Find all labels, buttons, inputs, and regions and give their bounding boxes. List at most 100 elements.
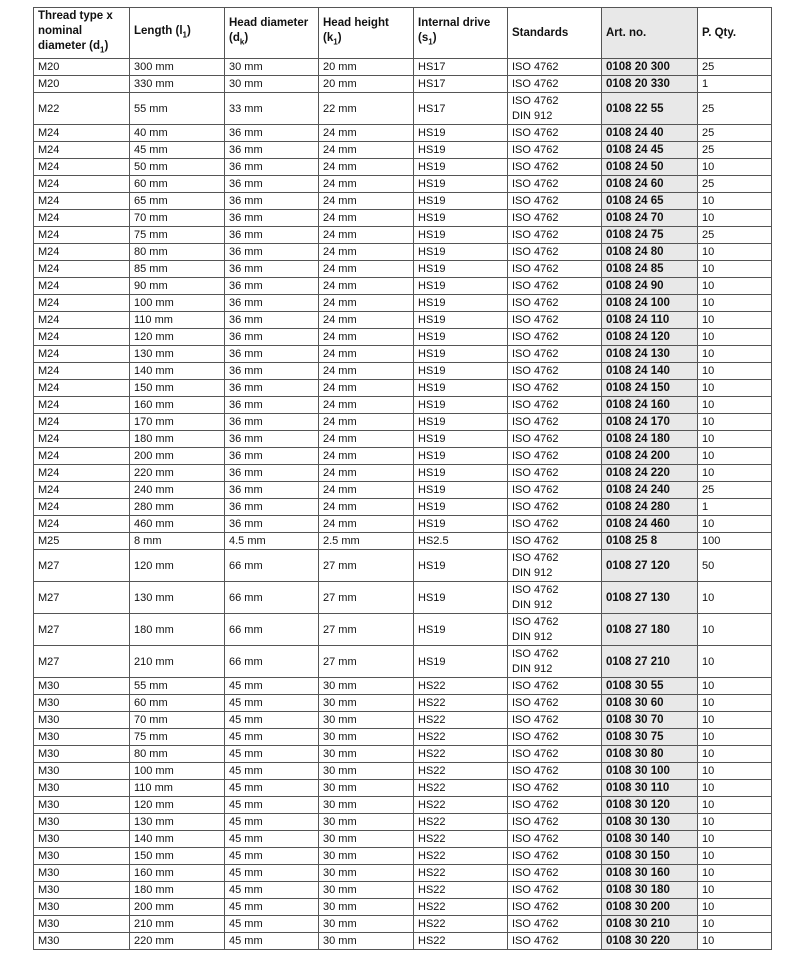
- cell-head-height: 24 mm: [318, 294, 414, 312]
- cell-standards: ISO 4762: [507, 175, 602, 193]
- table-row: M24 90 mm 36 mm 24 mm HS19 ISO 4762 0108 24 90…: [33, 277, 772, 295]
- cell-art-no: 0108 27 180: [601, 613, 698, 646]
- standard-item: ISO 4762: [512, 177, 559, 190]
- cell-thread-type: M24: [33, 379, 130, 397]
- cell-thread-type: M30: [33, 813, 130, 831]
- cell-pack-qty: 10: [697, 345, 772, 363]
- standard-item: ISO 4762: [512, 815, 559, 828]
- cell-pack-qty: 25: [697, 141, 772, 159]
- cell-length: 85 mm: [129, 260, 225, 278]
- cell-head-diameter: 36 mm: [224, 124, 319, 142]
- table-row: M24 70 mm 36 mm 24 mm HS19 ISO 4762 0108 24 70…: [33, 209, 772, 227]
- standard-item: ISO 4762: [512, 730, 559, 743]
- cell-head-height: 24 mm: [318, 192, 414, 210]
- cell-thread-type: M24: [33, 243, 130, 261]
- cell-standards: ISO 4762: [507, 481, 602, 499]
- cell-head-height: 24 mm: [318, 430, 414, 448]
- cell-standards: ISO 4762: [507, 515, 602, 533]
- table-row: M24 140 mm 36 mm 24 mm HS19 ISO 4762 0108 24 1…: [33, 362, 772, 380]
- cell-art-no: 0108 24 240: [601, 481, 698, 499]
- cell-standards: ISO 4762: [507, 881, 602, 899]
- cell-head-diameter: 45 mm: [224, 847, 319, 865]
- table-row: M24 100 mm 36 mm 24 mm HS19 ISO 4762 0108 24 1…: [33, 294, 772, 312]
- cell-art-no: 0108 20 330: [601, 75, 698, 93]
- cell-internal-drive: HS22: [413, 847, 508, 865]
- header-label: Head height (k: [323, 17, 389, 45]
- cell-thread-type: M30: [33, 762, 130, 780]
- standard-item: ISO 4762: [512, 211, 559, 224]
- cell-internal-drive: HS19: [413, 311, 508, 329]
- header-subscript: 1: [100, 45, 105, 55]
- cell-standards: ISO 4762 DIN 912: [507, 581, 602, 614]
- cell-standards: ISO 4762: [507, 711, 602, 729]
- standard-item: ISO 4762: [512, 551, 559, 564]
- cell-internal-drive: HS22: [413, 677, 508, 695]
- standard-item: ISO 4762: [512, 764, 559, 777]
- header-close: ): [244, 32, 249, 45]
- table-row: M27 120 mm 66 mm 27 mm HS19 ISO 4762 DIN 912 01…: [33, 549, 772, 582]
- cell-art-no: 0108 24 160: [601, 396, 698, 414]
- cell-head-height: 30 mm: [318, 779, 414, 797]
- cell-thread-type: M25: [33, 532, 130, 550]
- table-row: M30 200 mm 45 mm 30 mm HS22 ISO 4762 0108 30 2…: [33, 898, 772, 916]
- standard-item: DIN 912: [512, 566, 553, 579]
- cell-internal-drive: HS22: [413, 813, 508, 831]
- cell-thread-type: M27: [33, 549, 130, 582]
- cell-length: 160 mm: [129, 864, 225, 882]
- cell-art-no: 0108 24 460: [601, 515, 698, 533]
- cell-head-height: 30 mm: [318, 677, 414, 695]
- cell-art-no: 0108 24 50: [601, 158, 698, 176]
- cell-thread-type: M30: [33, 830, 130, 848]
- cell-pack-qty: 10: [697, 762, 772, 780]
- cell-pack-qty: 10: [697, 447, 772, 465]
- cell-length: 150 mm: [129, 379, 225, 397]
- cell-internal-drive: HS19: [413, 447, 508, 465]
- cell-art-no: 0108 24 170: [601, 413, 698, 431]
- table-row: M24 220 mm 36 mm 24 mm HS19 ISO 4762 0108 24 2…: [33, 464, 772, 482]
- cell-head-diameter: 45 mm: [224, 762, 319, 780]
- cell-thread-type: M22: [33, 92, 130, 125]
- standard-item: ISO 4762: [512, 647, 559, 660]
- cell-art-no: 0108 24 60: [601, 175, 698, 193]
- cell-head-diameter: 45 mm: [224, 711, 319, 729]
- cell-length: 80 mm: [129, 243, 225, 261]
- table-row: M30 130 mm 45 mm 30 mm HS22 ISO 4762 0108 30 1…: [33, 813, 772, 831]
- cell-head-diameter: 36 mm: [224, 192, 319, 210]
- cell-thread-type: M24: [33, 141, 130, 159]
- cell-art-no: 0108 24 40: [601, 124, 698, 142]
- cell-head-diameter: 45 mm: [224, 677, 319, 695]
- table-row: M24 40 mm 36 mm 24 mm HS19 ISO 4762 0108 24 40…: [33, 124, 772, 142]
- cell-internal-drive: HS19: [413, 430, 508, 448]
- cell-pack-qty: 10: [697, 779, 772, 797]
- cell-art-no: 0108 24 140: [601, 362, 698, 380]
- cell-pack-qty: 10: [697, 711, 772, 729]
- cell-art-no: 0108 24 110: [601, 311, 698, 329]
- cell-art-no: 0108 27 130: [601, 581, 698, 614]
- cell-head-height: 30 mm: [318, 830, 414, 848]
- cell-head-diameter: 36 mm: [224, 413, 319, 431]
- cell-standards: ISO 4762: [507, 124, 602, 142]
- cell-thread-type: M30: [33, 898, 130, 916]
- table-row: M27 180 mm 66 mm 27 mm HS19 ISO 4762 DIN 912 01…: [33, 613, 772, 646]
- cell-thread-type: M27: [33, 581, 130, 614]
- cell-thread-type: M30: [33, 677, 130, 695]
- cell-standards: ISO 4762: [507, 209, 602, 227]
- header-standards: Standards: [507, 7, 602, 59]
- cell-standards: ISO 4762: [507, 498, 602, 516]
- cell-internal-drive: HS19: [413, 645, 508, 678]
- cell-head-height: 24 mm: [318, 379, 414, 397]
- standard-item: ISO 4762: [512, 713, 559, 726]
- cell-standards: ISO 4762: [507, 847, 602, 865]
- cell-art-no: 0108 30 60: [601, 694, 698, 712]
- cell-thread-type: M24: [33, 464, 130, 482]
- cell-art-no: 0108 24 120: [601, 328, 698, 346]
- table-row: M24 75 mm 36 mm 24 mm HS19 ISO 4762 0108 24 75…: [33, 226, 772, 244]
- cell-pack-qty: 25: [697, 226, 772, 244]
- cell-length: 220 mm: [129, 932, 225, 950]
- cell-internal-drive: HS19: [413, 226, 508, 244]
- cell-head-diameter: 36 mm: [224, 311, 319, 329]
- cell-art-no: 0108 30 80: [601, 745, 698, 763]
- cell-thread-type: M24: [33, 209, 130, 227]
- cell-head-diameter: 66 mm: [224, 645, 319, 678]
- cell-internal-drive: HS19: [413, 413, 508, 431]
